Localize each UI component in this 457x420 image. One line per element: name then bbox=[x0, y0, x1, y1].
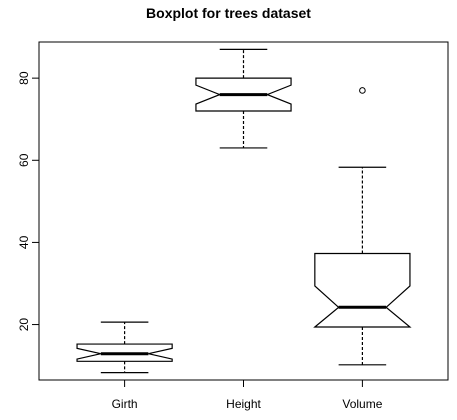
x-axis: Girth Height Volume bbox=[112, 380, 383, 411]
chart-title: Boxplot for trees dataset bbox=[146, 5, 311, 21]
box-girth bbox=[76, 321, 173, 374]
y-tick-label-20: 20 bbox=[17, 318, 31, 332]
box-body-volume bbox=[313, 252, 412, 328]
x-tick-label-height: Height bbox=[226, 397, 261, 411]
y-tick-label-80: 80 bbox=[17, 71, 31, 85]
box-height bbox=[195, 48, 292, 149]
y-axis: 20 40 60 80 bbox=[17, 71, 39, 331]
box-volume bbox=[313, 87, 412, 366]
outlier-volume-0 bbox=[359, 87, 366, 94]
boxes-layer bbox=[76, 48, 412, 374]
x-tick-label-girth: Girth bbox=[112, 397, 138, 411]
y-tick-label-60: 60 bbox=[17, 153, 31, 167]
x-tick-label-volume: Volume bbox=[342, 397, 382, 411]
y-tick-label-40: 40 bbox=[17, 235, 31, 249]
